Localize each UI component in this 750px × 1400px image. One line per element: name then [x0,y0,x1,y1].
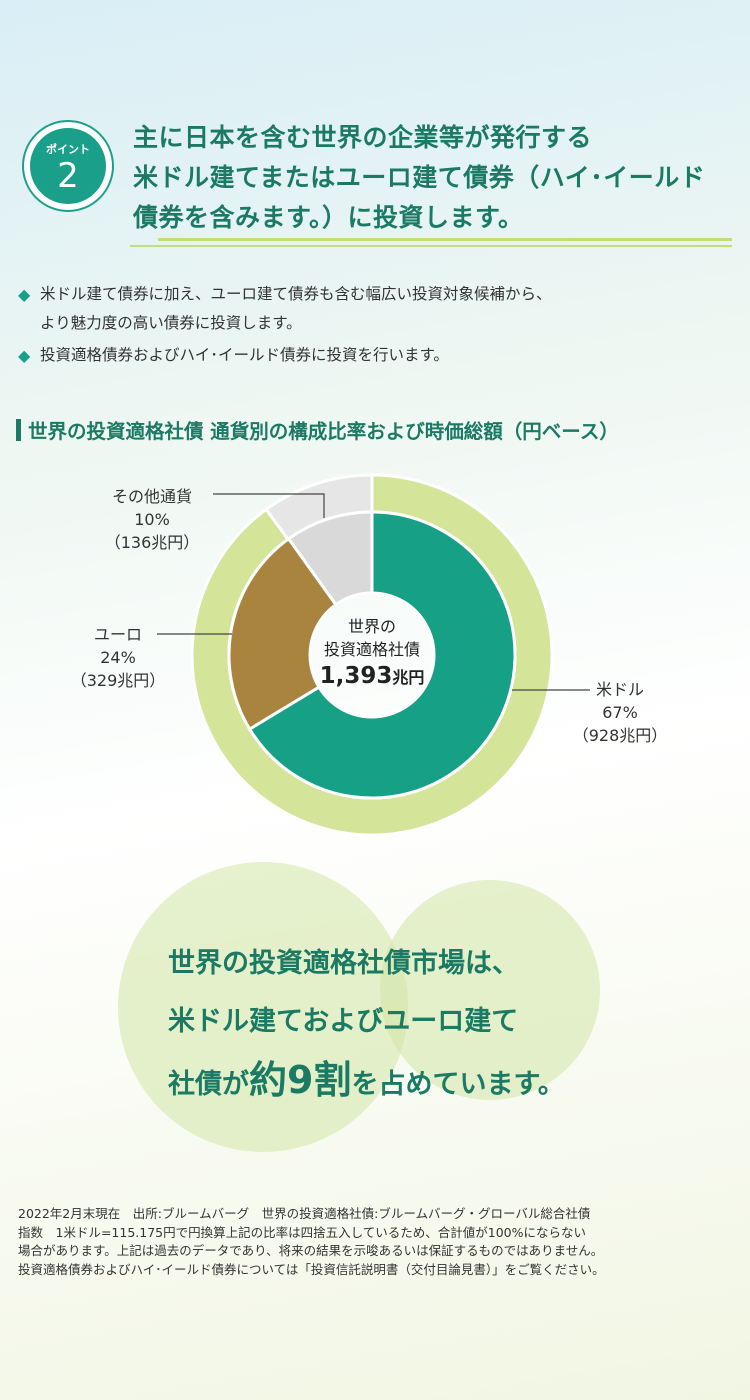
chart-title-text: 世界の投資適格社債 通貨別の構成比率および時価総額（円ベース） [28,420,619,443]
decor-circle [380,880,600,1100]
bullet-text: より魅力度の高い債券に投資します。 [40,314,302,332]
headline: 主に日本を含む世界の企業等が発行する 米ドル建てまたはユーロ建て債券（ハイ･イー… [133,118,743,238]
summary-accent: 約9割 [249,1058,352,1102]
summary-text: を占めています。 [351,1069,565,1100]
point-badge-number: 2 [57,156,79,196]
bullet-list: ◆ 米ドル建て債券に加え、ユーロ建て債券も含む幅広い投資対象候補から、 より魅力… [18,280,733,373]
point-badge-label: ポイント [46,143,90,156]
leader-lines [157,493,590,691]
point-badge: ポイント 2 [22,120,114,212]
slice-amount: （329兆円） [70,671,166,690]
diamond-bullet-icon: ◆ [18,346,31,365]
footnote-line: 場合があります。上記は過去のデータであり、将来の結果を示唆あるいは保証するもので… [18,1243,604,1258]
bullet-text: 米ドル建て債券に加え、ユーロ建て債券も含む幅広い投資対象候補から、 [40,285,552,303]
donut-chart [157,473,590,837]
slice-amount: （136兆円） [104,533,200,552]
summary-line: 米ドル建ておよびユーロ建て [168,1006,519,1037]
slice-amount: （928兆円） [572,726,668,745]
slice-name: 米ドル [595,680,644,699]
slice-name: ユーロ [93,625,142,644]
point-badge-circle: ポイント 2 [30,128,106,204]
summary-message: 世界の投資適格社債市場は、 米ドル建ておよびユーロ建て 社債が約9割を占めていま… [168,935,728,1114]
footnote-line: 2022年2月末現在 出所:ブルームバーグ 世界の投資適格社債:ブルームバーグ・… [18,1206,591,1221]
donut-slices [227,510,517,800]
slice-label-usd: 米ドル 67% （928兆円） [560,678,680,747]
headline-underline [158,238,732,241]
center-total-value: 1,393 [319,663,393,689]
footnote-line: 投資適格債券およびハイ･イールド債券については「投資信託説明書（交付目論見書）」… [18,1261,605,1277]
slice-label-other: その他通貨 10% （136兆円） [92,485,212,554]
headline-line: 米ドル建てまたはユーロ建て債券（ハイ･イールド [133,163,706,192]
title-bar-icon [16,419,21,441]
footnote: 2022年2月末現在 出所:ブルームバーグ 世界の投資適格社債:ブルームバーグ・… [18,1205,738,1279]
donut-slice-その他通貨 [286,510,374,607]
chart-title: 世界の投資適格社債 通貨別の構成比率および時価総額（円ベース） [16,415,741,444]
footnote-line: 指数 1米ドル=115.175円で円換算上記の比率は四捨五入しているため、合計値… [18,1224,586,1240]
decor-circle [118,862,408,1152]
headline-underline [130,245,732,247]
bullet-item: ◆ 米ドル建て債券に加え、ユーロ建て債券も含む幅広い投資対象候補から、 より魅力… [18,280,733,338]
summary-line: 世界の投資適格社債市場は、 [168,948,519,979]
leader-line-other [213,493,325,518]
slice-percent: 24% [100,648,136,667]
center-line: 投資適格社債 [323,640,420,659]
center-total: 1,393兆円 [292,661,452,693]
bullet-text: 投資適格債券およびハイ･イールド債券に投資を行います。 [40,346,449,364]
slice-name: その他通貨 [111,487,192,506]
bullet-item: ◆ 投資適格債券およびハイ･イールド債券に投資を行います。 [18,341,733,370]
center-total-unit: 兆円 [392,668,425,687]
summary-line: 社債が約9割を占めています。 [168,1051,728,1114]
donut-center-label: 世界の 投資適格社債 1,393兆円 [292,615,452,693]
slice-label-eur: ユーロ 24% （329兆円） [58,623,178,692]
center-line: 世界の [347,617,396,636]
donut-slice-米ドル [247,510,517,800]
headline-line: 債券を含みます。）に投資します。 [133,203,524,232]
slice-percent: 10% [134,510,170,529]
headline-line: 主に日本を含む世界の企業等が発行する [133,123,593,152]
summary-text: 社債が [168,1069,249,1100]
donut-slice-ユーロ [227,536,338,732]
diamond-bullet-icon: ◆ [18,285,31,304]
slice-percent: 67% [602,703,638,722]
